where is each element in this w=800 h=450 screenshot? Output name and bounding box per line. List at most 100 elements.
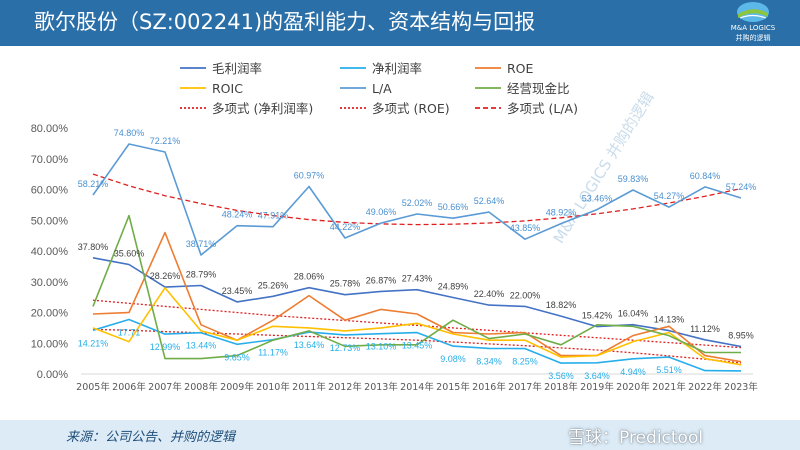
data-label-la: 72.21% [150, 136, 181, 146]
data-label-la: 52.64% [474, 196, 505, 206]
data-label-net_margin: 9.08% [440, 354, 466, 364]
data-label-gross_margin: 22.00% [510, 290, 541, 300]
x-tick-label: 2007年 [148, 381, 182, 393]
data-label-la: 48.24% [222, 210, 253, 220]
data-label-la: 60.84% [690, 171, 721, 181]
legend-label: 经营现金比 [507, 81, 570, 96]
legend-label: 多项式 (L/A) [507, 101, 578, 116]
data-label-net_margin: 12.99% [150, 342, 181, 352]
data-label-gross_margin: 28.79% [186, 269, 217, 279]
logo-globe-icon [737, 2, 769, 22]
logo: M&A LOGICS 并购的逻辑 [710, 1, 796, 45]
source-note: 来源：公司公告、并购的逻辑 [66, 430, 236, 445]
logo-text-cn: 并购的逻辑 [735, 34, 771, 42]
x-tick-label: 2019年 [580, 381, 614, 393]
data-label-gross_margin: 24.89% [438, 281, 469, 291]
x-tick-label: 2016年 [472, 381, 506, 393]
series-line-la [92, 143, 742, 256]
data-label-la: 49.06% [366, 207, 397, 217]
legend-label: 多项式 (净利润率) [212, 101, 313, 116]
y-tick-label: 30.00% [31, 277, 69, 289]
data-label-gross_margin: 11.12% [690, 324, 720, 334]
data-label-gross_margin: 35.60% [114, 249, 145, 259]
data-label-gross_margin: 8.95% [728, 330, 754, 340]
x-tick-label: 2014年 [400, 381, 434, 393]
y-tick-label: 50.00% [31, 215, 69, 227]
data-label-la: 74.80% [114, 128, 145, 138]
x-tick-label: 2005年 [76, 381, 110, 393]
data-label-net_margin: 8.25% [512, 357, 538, 367]
data-label-la: 53.46% [582, 194, 613, 204]
data-label-net_margin: 5.51% [656, 365, 682, 375]
legend-label: ROIC [212, 81, 243, 96]
axes: 0.00% 10.00% 20.00% 30.00% 40.00% 50.00% 60.00… [31, 123, 759, 393]
header-bar: 歌尔股份（SZ:002241)的盈利能力、资本结构与回报 M&A LOGICS … [0, 0, 800, 46]
x-tick-label: 2023年 [724, 381, 758, 393]
data-label-la: 59.83% [618, 174, 649, 184]
data-label-gross_margin: 22.40% [474, 289, 505, 299]
series-line-roe [92, 231, 742, 363]
y-tick-label: 60.00% [31, 185, 69, 197]
data-label-gross_margin: 28.06% [294, 272, 325, 282]
series-line-net_margin [92, 318, 742, 372]
data-label-gross_margin: 15.42% [582, 311, 613, 321]
data-label-la: 48.92% [546, 208, 577, 218]
y-tick-label: 10.00% [31, 338, 69, 350]
data-label-gross_margin: 18.82% [546, 300, 577, 310]
data-label-la: 52.02% [402, 198, 433, 208]
data-label-gross_margin: 37.80% [78, 242, 109, 252]
legend-label: ROE [507, 61, 534, 76]
x-tick-label: 2010年 [256, 381, 290, 393]
data-label-gross_margin: 23.45% [222, 286, 253, 296]
y-tick-label: 40.00% [31, 246, 69, 258]
chart-area: 毛利润率 净利润率 ROE ROIC L/A 经营现金比多项式 (净利润率) 多项式 (RO… [0, 46, 800, 426]
trendline-la [92, 173, 742, 226]
data-label-net_margin: 8.34% [476, 356, 502, 366]
data-label-net_margin: 13.44% [186, 341, 217, 351]
x-tick-label: 2009年 [220, 381, 254, 393]
data-label-gross_margin: 27.43% [402, 274, 433, 284]
data-label-net_margin: 12.73% [330, 343, 361, 353]
y-tick-label: 70.00% [31, 154, 69, 166]
x-tick-label: 2011年 [292, 381, 326, 393]
data-label-net_margin: 13.10% [366, 342, 397, 352]
legend-label: L/A [372, 81, 392, 96]
data-label-la: 44.22% [330, 222, 361, 232]
data-label-gross_margin: 16.04% [618, 309, 649, 319]
data-labels: 37.80% 35.60% 28.26% 28.79% 23.45% 25.26% 28.0… [78, 128, 757, 381]
data-label-gross_margin: 28.26% [150, 271, 181, 281]
footer-bar: 来源：公司公告、并购的逻辑 雪球：Predictool [0, 420, 800, 450]
data-label-net_margin: 9.65% [224, 352, 250, 362]
x-tick-label: 2006年 [112, 381, 146, 393]
series-lines [92, 143, 742, 372]
data-label-net_margin: 11.17% [258, 348, 288, 358]
data-label-la: 43.85% [510, 223, 541, 233]
legend-label: 毛利润率 [212, 61, 262, 76]
xueqiu-watermark: 雪球：Predictool [568, 428, 704, 448]
data-label-gross_margin: 25.26% [258, 280, 289, 290]
data-label-gross_margin: 14.13% [654, 315, 685, 325]
data-label-net_margin: 14.21% [78, 338, 109, 348]
series-line-gross_margin [92, 257, 742, 348]
data-label-net_margin: 17.71 [118, 328, 141, 338]
data-label-gross_margin: 26.87% [366, 275, 397, 285]
data-label-net_margin: 13.45% [402, 341, 433, 351]
data-label-net_margin: 3.64% [584, 371, 610, 381]
x-tick-label: 2022年 [688, 381, 722, 393]
data-label-gross_margin: 25.78% [330, 279, 361, 289]
data-label-la: 57.24% [726, 182, 757, 192]
series-line-roic [92, 287, 742, 366]
data-label-la: 38.71% [186, 239, 217, 249]
data-label-net_margin: 13.64% [294, 340, 325, 350]
legend-label: 多项式 (ROE) [372, 101, 450, 116]
y-tick-label: 20.00% [31, 308, 69, 320]
chart-title: 歌尔股份（SZ:002241)的盈利能力、资本结构与回报 [34, 10, 536, 34]
data-label-la: 58.21% [78, 179, 109, 189]
legend-label: 净利润率 [372, 61, 422, 76]
y-tick-label: 0.00% [37, 369, 68, 381]
x-tick-label: 2017年 [508, 381, 542, 393]
trendline-roe [92, 299, 742, 349]
x-tick-label: 2015年 [436, 381, 470, 393]
